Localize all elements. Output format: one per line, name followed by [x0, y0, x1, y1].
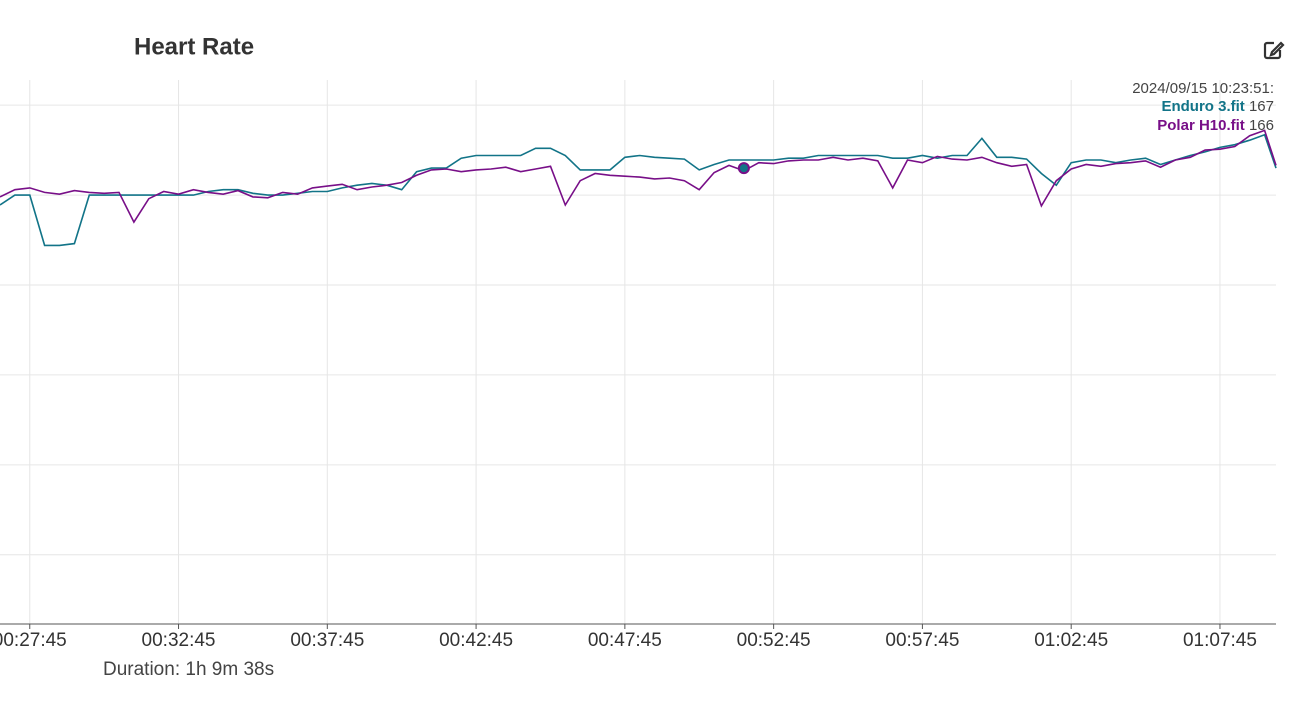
tooltip-row: Polar H10.fit 166 [1157, 117, 1274, 134]
tooltip-value: 166 [1249, 117, 1274, 134]
tooltip-title: 2024/09/15 10:23:51: [1132, 80, 1274, 97]
hover-marker [737, 162, 750, 175]
tooltip-value: 167 [1249, 98, 1274, 115]
tooltip-series-name: Polar H10.fit [1157, 117, 1245, 134]
x-tick-labels: 00:27:45 00:32:45 00:37:45 00:42:45 00:47:45… [0, 630, 1257, 651]
x-tick-label: 00:47:45 [588, 630, 662, 651]
tooltip-row: Enduro 3.fit 167 [1161, 98, 1274, 115]
chart-title: Heart Rate [134, 33, 254, 60]
duration: Duration: 1h 9m 38s [103, 659, 274, 680]
edit-icon[interactable] [1263, 41, 1285, 60]
grid [0, 80, 1276, 629]
series-line [0, 133, 1277, 247]
x-tick-label: 00:37:45 [290, 630, 364, 651]
x-tick-label: 00:27:45 [0, 630, 67, 651]
icon-frame [1263, 41, 1282, 60]
x-tick-label: 00:52:45 [737, 630, 811, 651]
x-tick-label: 00:42:45 [439, 630, 513, 651]
x-tick-label: 00:57:45 [885, 630, 959, 651]
x-tick-label: 00:32:45 [142, 630, 216, 651]
x-tick-label: 01:07:45 [1183, 630, 1257, 651]
tooltip: 2024/09/15 10:23:51: Enduro 3.fit 167 Po… [1132, 80, 1274, 134]
icon-pen [1269, 41, 1285, 57]
tooltip-series-name: Enduro 3.fit [1161, 98, 1244, 115]
x-tick-label: 01:02:45 [1034, 630, 1108, 651]
plot [0, 129, 1277, 247]
series-line [0, 129, 1277, 224]
